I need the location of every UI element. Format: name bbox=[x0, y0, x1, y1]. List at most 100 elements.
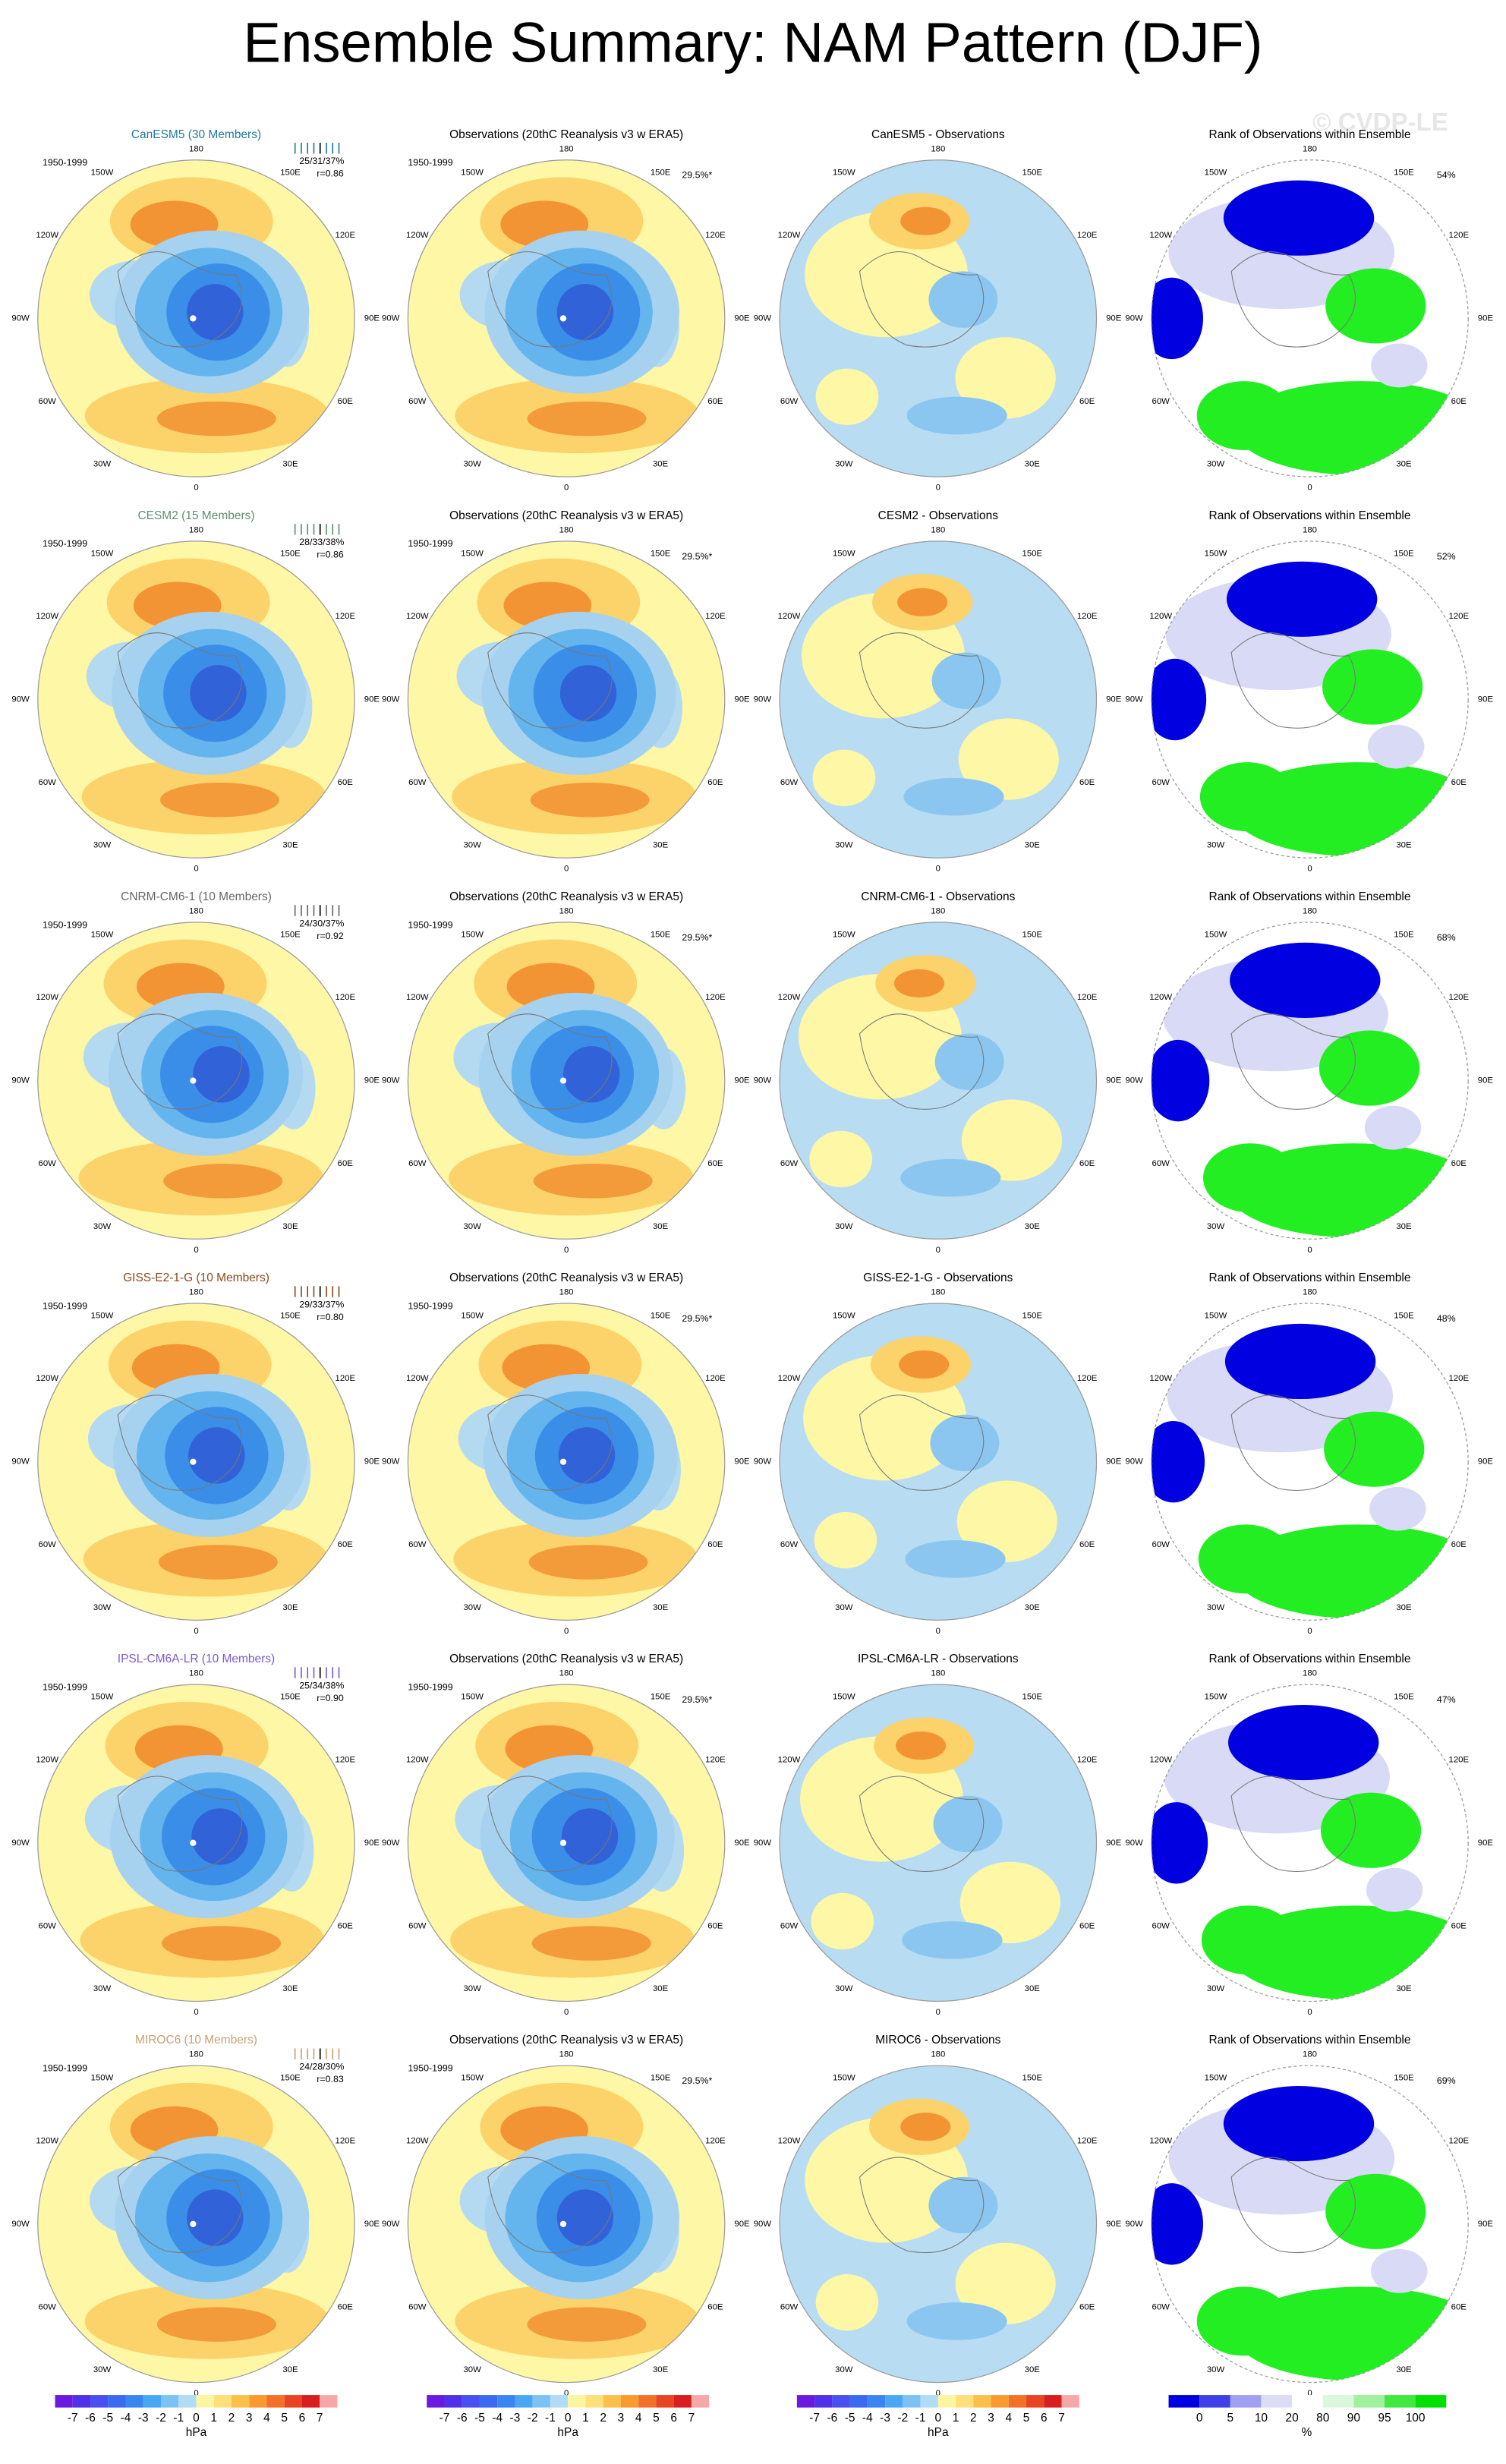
map-panel bbox=[37, 1684, 355, 2002]
longitude-label: 120W bbox=[778, 231, 801, 240]
colorbar-label: 0 bbox=[193, 2412, 200, 2425]
colorbar-label: 0 bbox=[565, 2412, 572, 2425]
colorbar-label: 3 bbox=[246, 2412, 253, 2425]
coastline bbox=[859, 1394, 985, 1491]
colorbar-box bbox=[1353, 2395, 1385, 2408]
longitude-label: 180 bbox=[931, 525, 945, 534]
longitude-label: 0 bbox=[1307, 1627, 1312, 1636]
pattern-region bbox=[163, 1164, 283, 1199]
longitude-label: 30W bbox=[1207, 460, 1225, 469]
map-panel bbox=[780, 2065, 1097, 2383]
longitude-label: 150E bbox=[280, 549, 301, 558]
longitude-label: 30W bbox=[1207, 2365, 1225, 2374]
longitude-label: 120W bbox=[1149, 612, 1172, 621]
colorbar-box bbox=[108, 2395, 126, 2408]
rank-title: Rank of Observations within Ensemble bbox=[1209, 890, 1411, 903]
longitude-label: 180 bbox=[931, 2050, 945, 2059]
colorbar-box bbox=[956, 2395, 974, 2408]
longitude-label: 150W bbox=[91, 168, 114, 177]
difference-title: CNRM-CM6-1 - Observations bbox=[861, 890, 1015, 903]
longitude-label: 30W bbox=[93, 1984, 112, 1993]
colorbar-label: -2 bbox=[528, 2412, 538, 2425]
pattern-region bbox=[1226, 561, 1378, 637]
coastline bbox=[117, 1013, 242, 1110]
colorbar-box bbox=[1168, 2395, 1200, 2408]
map-border bbox=[779, 540, 1098, 859]
longitude-label: 30E bbox=[1025, 1222, 1041, 1231]
longitude-label: 180 bbox=[189, 525, 203, 534]
longitude-label: 90E bbox=[1478, 695, 1494, 704]
pattern-region bbox=[1322, 649, 1423, 725]
longitude-label: 90E bbox=[364, 2220, 380, 2229]
colorbar-label: -4 bbox=[492, 2412, 503, 2425]
coastline bbox=[1230, 1776, 1356, 1872]
map-panel bbox=[1151, 159, 1469, 477]
longitude-label: 30W bbox=[93, 2365, 112, 2374]
longitude-label: 90W bbox=[11, 1457, 30, 1467]
colorbar-label: -4 bbox=[862, 2412, 873, 2425]
map-panel bbox=[780, 922, 1097, 1240]
longitude-label: 30W bbox=[463, 2365, 481, 2374]
pattern-region bbox=[531, 1926, 651, 1961]
longitude-label: 60E bbox=[1079, 2302, 1095, 2311]
pattern-correlation: r=0.80 bbox=[317, 1312, 344, 1322]
colorbar-box bbox=[266, 2395, 285, 2408]
pole-marker bbox=[190, 1077, 197, 1084]
longitude-label: 0 bbox=[1307, 865, 1312, 874]
longitude-label: 120E bbox=[1449, 1374, 1470, 1383]
coastline bbox=[1230, 1013, 1356, 1110]
longitude-label: 150E bbox=[1022, 1312, 1043, 1321]
watermark: © CVDP-LE bbox=[1312, 109, 1448, 137]
map-border bbox=[407, 540, 726, 859]
longitude-label: 60W bbox=[408, 1540, 427, 1549]
pole-marker bbox=[190, 2220, 197, 2228]
longitude-label: 0 bbox=[564, 865, 569, 874]
longitude-label: 90W bbox=[11, 1839, 30, 1848]
longitude-label: 90E bbox=[734, 1839, 750, 1848]
colorbar-label: 6 bbox=[299, 2412, 306, 2425]
longitude-label: 0 bbox=[1307, 2008, 1312, 2017]
longitude-label: 90W bbox=[11, 695, 30, 704]
colorbar-label: -2 bbox=[897, 2412, 908, 2425]
colorbar-label: -7 bbox=[68, 2412, 78, 2425]
difference-title: IPSL-CM6A-LR - Observations bbox=[858, 1653, 1019, 1665]
pole-marker bbox=[559, 315, 567, 322]
colorbar-box bbox=[673, 2395, 692, 2408]
longitude-label: 180 bbox=[1303, 144, 1317, 153]
colorbar-box bbox=[691, 2395, 710, 2408]
pattern-region bbox=[930, 1414, 1000, 1472]
longitude-label: 30E bbox=[282, 1984, 298, 1993]
longitude-label: 150W bbox=[833, 2074, 855, 2083]
coastline bbox=[487, 1394, 613, 1491]
coastline bbox=[487, 251, 613, 348]
colorbar-box bbox=[585, 2395, 603, 2408]
longitude-label: 0 bbox=[194, 2389, 198, 2398]
longitude-label: 90E bbox=[734, 1457, 750, 1467]
pattern-region bbox=[556, 2189, 614, 2246]
map-border bbox=[37, 2065, 355, 2384]
longitude-label: 150W bbox=[833, 549, 855, 558]
longitude-label: 90E bbox=[364, 1839, 380, 1848]
map-panel bbox=[408, 2065, 725, 2383]
obs-variance: 29.5%* bbox=[682, 1313, 712, 1324]
longitude-label: 90E bbox=[1106, 2220, 1122, 2229]
map-border bbox=[779, 922, 1098, 1240]
longitude-label: 120E bbox=[1449, 1755, 1470, 1764]
longitude-label: 30E bbox=[653, 1222, 669, 1231]
longitude-label: 120E bbox=[1077, 2136, 1098, 2145]
longitude-label: 150W bbox=[461, 2074, 484, 2083]
pole-marker bbox=[190, 315, 197, 322]
pattern-region bbox=[955, 337, 1056, 419]
longitude-label: 30E bbox=[1396, 841, 1412, 850]
colorbar-label: -5 bbox=[845, 2412, 855, 2425]
colorbar-box bbox=[796, 2395, 815, 2408]
longitude-label: 180 bbox=[189, 1288, 203, 1297]
longitude-label: 150E bbox=[1394, 1693, 1414, 1702]
colorbar-label: -1 bbox=[173, 2412, 184, 2425]
longitude-label: 0 bbox=[194, 1246, 198, 1255]
difference-title: CESM2 - Observations bbox=[878, 509, 999, 522]
colorbar-box bbox=[196, 2395, 214, 2408]
longitude-label: 60E bbox=[1451, 2302, 1467, 2311]
colorbar-label: -1 bbox=[915, 2412, 926, 2425]
longitude-label: 30E bbox=[653, 2365, 669, 2374]
